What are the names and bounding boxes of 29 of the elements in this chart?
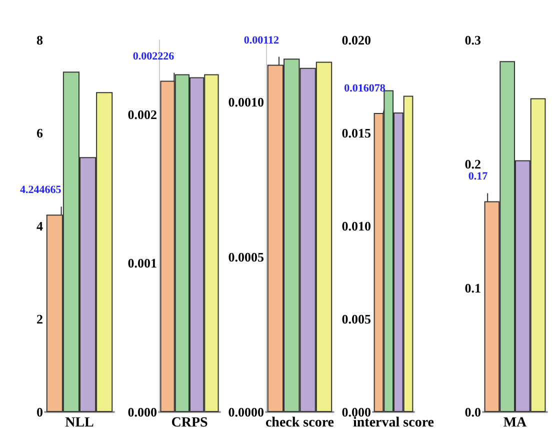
y-tick-label: 0.020 <box>342 32 371 48</box>
y-tick-label: 0.3 <box>464 32 482 48</box>
data-label: 4.244665 <box>20 184 62 196</box>
y-tick-label: 0.000 <box>128 404 157 420</box>
data-label: 0.00112 <box>244 34 280 46</box>
data-label: 0.016078 <box>344 82 386 94</box>
x-tick-label: CRPS <box>171 416 208 430</box>
x-tick-label: NLL <box>65 416 94 430</box>
y-tick-label: 0.0000 <box>228 404 264 420</box>
y-tick-label: 0.0 <box>464 404 481 420</box>
y-tick-label: 0.005 <box>342 312 372 326</box>
y-tick-label: 0.002 <box>128 106 157 122</box>
y-tick-label: 0 <box>36 404 43 420</box>
y-tick-label: 0.0005 <box>228 250 264 264</box>
data-label: 0.002226 <box>132 50 175 62</box>
y-tick-label: 0.001 <box>128 256 157 271</box>
y-tick-label: 4 <box>36 218 44 234</box>
y-tick-label: 0.2 <box>464 156 481 172</box>
y-tick-label: 0.0010 <box>228 94 264 110</box>
x-tick-label: check score <box>265 416 334 430</box>
y-tick-label: 2 <box>36 312 43 326</box>
y-tick-label: 8 <box>36 32 44 48</box>
y-tick-label: 0.010 <box>342 218 371 234</box>
x-tick-label: MA <box>503 416 528 430</box>
y-tick-label: 0.015 <box>342 126 372 140</box>
y-tick-label: 6 <box>36 126 44 140</box>
data-label: 0.17 <box>468 170 488 183</box>
x-tick-label: interval score <box>353 416 434 430</box>
y-tick-label: 0.1 <box>464 280 481 296</box>
